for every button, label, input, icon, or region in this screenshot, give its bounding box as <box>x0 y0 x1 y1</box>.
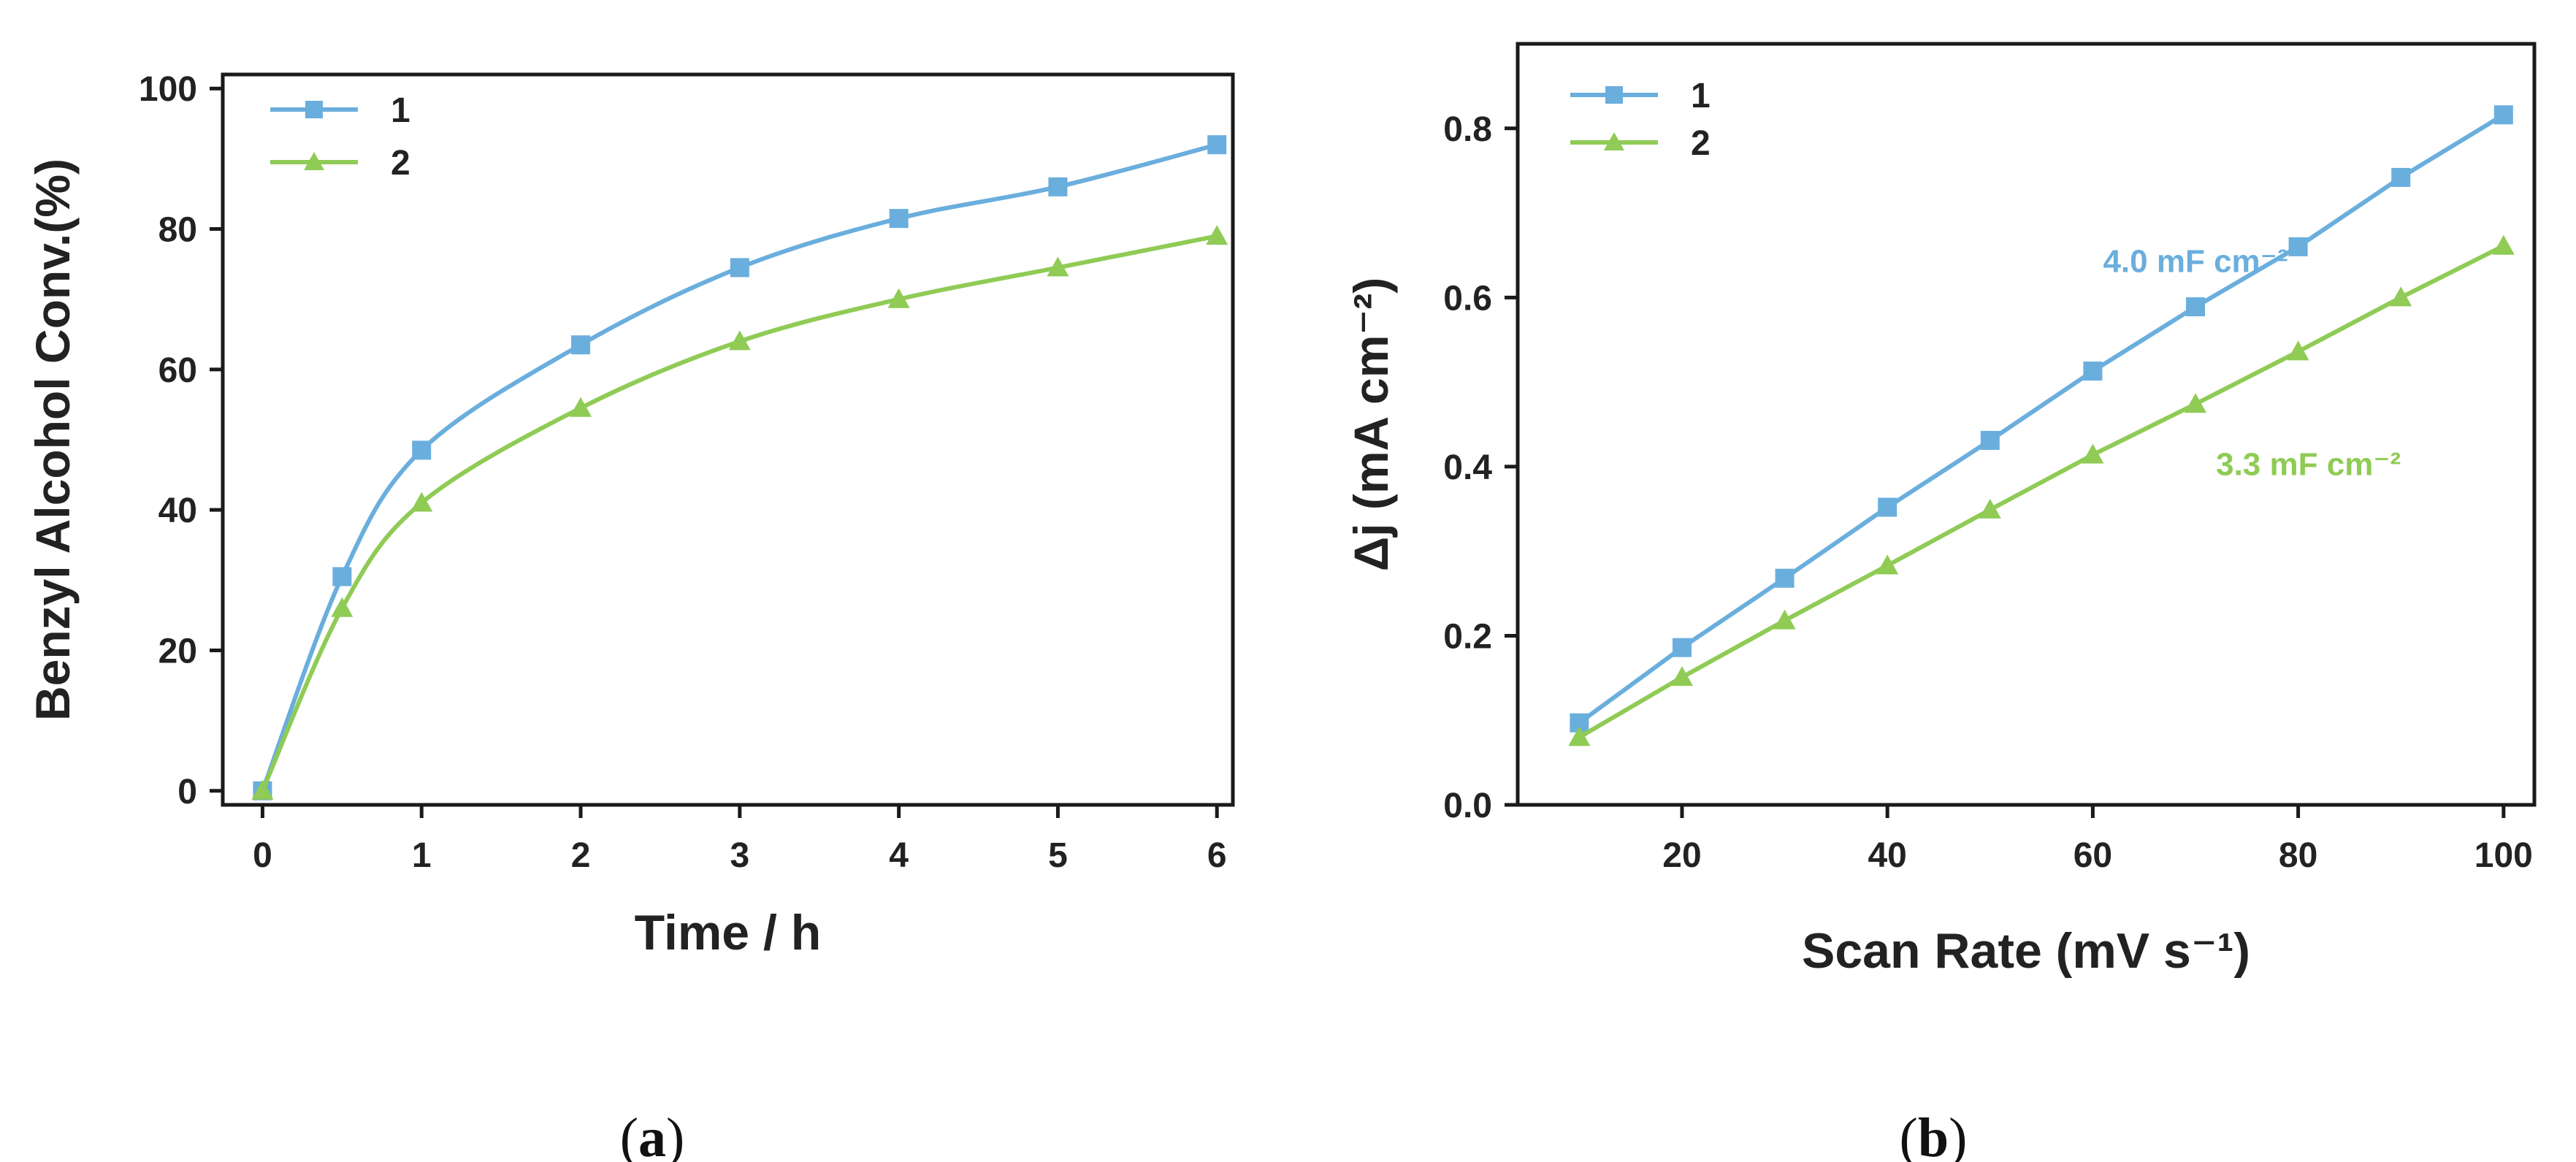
data-point <box>570 397 592 417</box>
data-point <box>2492 234 2515 255</box>
annotation-capacitance-1: 4.0 mF cm⁻² <box>2103 244 2288 280</box>
x-tick-label: 6 <box>1207 836 1227 875</box>
data-point <box>2390 286 2412 307</box>
caption-a-letter: a <box>638 1107 666 1162</box>
data-point <box>889 209 909 229</box>
data-point <box>1048 177 1068 196</box>
series-1 <box>253 135 1227 800</box>
annotation-capacitance-2: 3.3 mF cm⁻² <box>2216 446 2401 482</box>
y-tick-label: 20 <box>158 632 197 670</box>
data-point <box>1979 498 2001 519</box>
data-point <box>1047 256 1069 277</box>
data-point <box>1980 430 2000 450</box>
x-axis-label: Time / h <box>635 905 822 960</box>
y-axis: 0.0 0.2 0.4 0.6 0.8 <box>1443 110 1518 825</box>
data-point <box>1672 638 1692 657</box>
legend-marker-1 <box>1605 86 1623 104</box>
x-tick-label: 100 <box>2474 836 2533 875</box>
x-axis-label: Scan Rate (mV s⁻¹) <box>1802 923 2250 979</box>
y-tick-label: 60 <box>158 351 197 390</box>
legend-marker-2 <box>304 152 324 170</box>
data-point <box>331 597 353 617</box>
legend: 12 <box>270 91 410 183</box>
legend-label-1: 1 <box>391 91 410 130</box>
legend-marker-1 <box>305 101 323 118</box>
y-tick-label: 0.4 <box>1443 448 1492 487</box>
data-point <box>1670 666 1693 687</box>
data-point <box>332 567 352 586</box>
y-tick-label: 0.6 <box>1443 279 1492 318</box>
series-line-2 <box>1578 244 2505 739</box>
caption-b-close: ) <box>1949 1107 1967 1162</box>
data-point <box>410 492 433 512</box>
y-tick-label: 40 <box>158 492 197 530</box>
legend-marker-2 <box>1604 132 1624 150</box>
legend: 12 <box>1570 77 1711 163</box>
series-1 <box>1570 105 2513 733</box>
x-tick-label: 0 <box>253 836 272 875</box>
x-axis: 0 1 2 3 4 5 6 <box>253 805 1227 875</box>
x-tick-label: 20 <box>1662 836 1701 875</box>
y-tick-label: 0 <box>177 773 197 811</box>
series-line-1 <box>1578 112 2505 725</box>
x-tick-label: 5 <box>1048 836 1068 875</box>
x-axis: 20 40 60 80 100 <box>1662 805 2533 875</box>
caption-a-close: ) <box>666 1107 684 1162</box>
y-axis-label: Δj (mA cm⁻²) <box>1344 278 1398 572</box>
data-point <box>1207 135 1227 155</box>
data-point <box>2287 340 2309 361</box>
series-2 <box>251 225 1228 800</box>
data-point <box>412 440 432 460</box>
legend-label-2: 2 <box>391 144 410 183</box>
plot-frame <box>221 72 1235 807</box>
caption-b: (b) <box>1900 1107 1968 1162</box>
x-tick-label: 80 <box>2279 836 2317 875</box>
data-point <box>1878 497 1897 517</box>
y-tick-label: 0.0 <box>1443 787 1492 825</box>
caption-a: (a) <box>620 1107 685 1162</box>
data-point <box>2391 167 2411 187</box>
chart-panel-b: 20 40 60 80 100 0.0 0.2 0.4 0.6 0.8 Scan Rate (mV … <box>1344 42 2537 979</box>
caption-b-letter: b <box>1918 1107 1949 1162</box>
data-point <box>1876 554 1899 575</box>
data-point <box>728 330 751 351</box>
y-tick-label: 0.8 <box>1443 110 1492 149</box>
legend-label-2: 2 <box>1691 124 1711 163</box>
series-line-2 <box>260 234 1218 792</box>
data-point <box>2083 362 2103 381</box>
data-point <box>571 335 591 355</box>
legend-label-1: 1 <box>1691 77 1711 115</box>
data-point <box>1773 609 1796 630</box>
x-tick-label: 60 <box>2074 836 2112 875</box>
y-tick-label: 0.2 <box>1443 617 1492 656</box>
data-point <box>2082 443 2104 464</box>
x-tick-label: 3 <box>730 836 749 875</box>
caption-b-open: ( <box>1900 1107 1918 1162</box>
data-point <box>1206 225 1228 245</box>
series-line-1 <box>260 142 1218 792</box>
series-2 <box>1568 234 2515 746</box>
y-axis: 0 20 40 60 80 100 <box>139 70 223 811</box>
data-point <box>887 288 910 308</box>
x-tick-label: 40 <box>1868 836 1906 875</box>
data-point <box>2493 105 2513 125</box>
data-point <box>730 258 749 278</box>
data-point <box>1568 726 1591 746</box>
data-point <box>2288 237 2308 256</box>
data-point <box>2186 297 2205 317</box>
data-point <box>2185 393 2206 413</box>
plot-frame <box>1516 42 2537 807</box>
x-tick-label: 2 <box>571 836 591 875</box>
data-point <box>251 779 274 800</box>
y-tick-label: 100 <box>139 70 197 109</box>
y-tick-label: 80 <box>158 211 197 250</box>
x-tick-label: 1 <box>412 836 432 875</box>
x-tick-label: 4 <box>889 836 909 875</box>
caption-a-open: ( <box>620 1107 638 1162</box>
data-point <box>1775 568 1795 588</box>
y-axis-label: Benzyl Alcohol Conv.(%) <box>26 158 80 721</box>
